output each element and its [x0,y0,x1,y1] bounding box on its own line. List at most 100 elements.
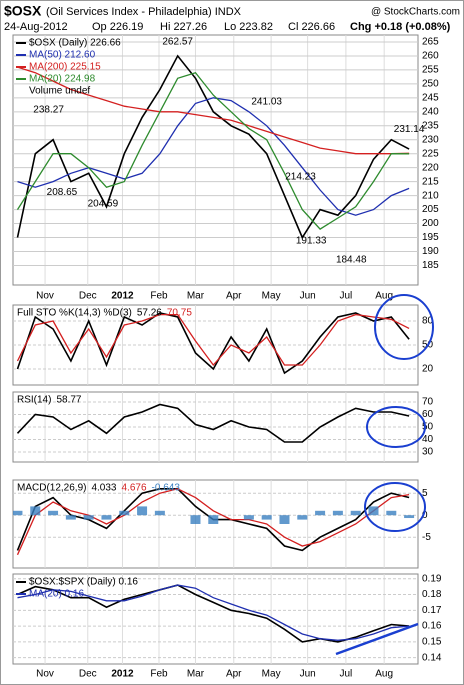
price-annotation: 262.57 [162,36,193,47]
x-tick-label: Apr [226,669,242,680]
legend-entry: $OSX (Daily) 226.66 [29,38,121,49]
y-tick-label: 210 [422,190,439,201]
plot-area [16,403,410,443]
y-tick-label: 80 [422,316,434,327]
histogram-bar [119,510,130,516]
date: 24-Aug-2012 [4,21,68,33]
x-tick-label: May [262,291,281,302]
price-annotation: 238.27 [33,104,64,115]
y-tick-label: 250 [422,79,439,90]
highlights [335,294,434,656]
plot-area [17,584,410,643]
legend-entry: MA(20) 0.16 [29,589,84,600]
legend-entry: Volume undef [29,86,90,97]
x-tick-label: Dec [79,291,97,302]
series-line [17,584,410,641]
y-tick-label: 60 [422,409,434,420]
y-tick-label: 205 [422,204,439,215]
histogram-bar [137,506,148,516]
high: Hi 227.26 [160,21,207,33]
legend-entry: 57.26 [137,308,162,319]
x-tick-label: Jul [340,669,353,680]
series-line [16,312,410,375]
y-tick-label: 20 [422,364,434,375]
x-tick-label: Feb [150,291,168,302]
highlight-ellipse [374,294,434,360]
x-tick-label: Feb [150,669,168,680]
series-line [17,97,410,216]
x-tick-label: Jun [300,669,316,680]
y-tick-label: 185 [422,260,439,271]
y-tick-label: 200 [422,218,439,229]
y-tick-label: 70 [422,397,434,408]
y-tick-label: 0.18 [422,589,442,600]
y-tick-label: 0.15 [422,637,442,648]
trend-line [335,622,419,656]
histogram-bar [65,515,76,520]
y-tick-label: 195 [422,232,439,243]
x-tick-label: Nov [36,669,54,680]
histogram-bar [30,506,41,516]
legend-entry: MA(20) 224.98 [29,74,96,85]
price-annotation: 191.33 [296,235,327,246]
price-annotation: 208.65 [47,187,78,198]
symbol: $OSX [4,3,42,19]
y-tick-label: 225 [422,148,439,159]
y-tick-label: 50 [422,422,434,433]
highlight-ellipse [366,406,426,448]
plot-area [16,312,410,375]
y-tick-label: 0.14 [422,652,442,663]
x-tick-label: Aug [375,291,393,302]
histogram-bar [101,515,112,520]
y-tick-label: 5 [422,488,428,499]
series-line [16,313,410,367]
histogram-bar [243,515,254,520]
x-tick-label: Apr [226,291,242,302]
y-tick-label: -5 [422,532,431,543]
legend-entry: $OSX:$SPX (Daily) 0.16 [29,577,138,588]
histogram-bar [208,515,219,524]
series-line [16,403,410,443]
legend-entry: MA(50) 212.60 [29,50,96,61]
y-tick-label: 40 [422,434,434,445]
histogram-bar [48,510,59,516]
y-tick-label: 0.17 [422,605,442,616]
histogram-bar [279,515,290,524]
x-tick-label: May [262,669,281,680]
panel-title: RSI(14) [17,395,51,406]
legend-entry: 4.676 [122,483,147,494]
legend-entry: 70.75 [167,308,192,319]
y-tick-label: 260 [422,51,439,62]
x-tick-label: Aug [375,669,393,680]
index-name: (Oil Services Index - Philadelphia) INDX [46,6,242,18]
y-tick-label: 240 [422,106,439,117]
legend-entry: 58.77 [56,395,81,406]
x-tick-label: Dec [79,669,97,680]
legend-entry: 4.033 [91,483,116,494]
x-tick-label: Mar [187,669,205,680]
price-annotation: 241.03 [251,97,282,108]
y-tick-label: 215 [422,176,439,187]
y-tick-label: 255 [422,65,439,76]
panel-title: Full STO %K(14,3) %D(3) [17,308,132,319]
credit: @ StockCharts.com [371,7,460,18]
x-tick-label: Jun [300,291,316,302]
panel-title: MACD(12,26,9) [17,483,86,494]
legend-entry: MA(200) 225.15 [29,62,101,73]
x-tick-label: Jul [340,291,353,302]
histogram-bar [350,510,361,516]
y-tick-label: 220 [422,162,439,173]
price-annotation: 214.23 [285,171,316,182]
series-line [16,71,410,230]
y-tick-label: 30 [422,447,434,458]
y-tick-label: 0.16 [422,621,442,632]
low: Lo 223.82 [224,21,273,33]
histogram-bar [190,515,201,524]
legend-entry: -0.643 [152,483,181,494]
open: Op 226.19 [92,21,143,33]
histogram-bar [368,506,379,516]
highlight-ellipse [364,482,426,532]
change: Chg +0.18 (+0.08%) [350,21,451,33]
series-line [17,66,410,155]
